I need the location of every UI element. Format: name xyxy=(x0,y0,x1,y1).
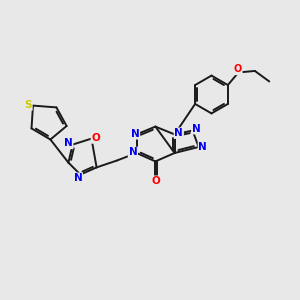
Text: N: N xyxy=(74,173,82,183)
Text: N: N xyxy=(174,128,183,138)
Text: N: N xyxy=(130,129,140,139)
Text: O: O xyxy=(152,176,160,186)
Text: N: N xyxy=(192,124,201,134)
Text: N: N xyxy=(198,142,207,152)
Text: O: O xyxy=(91,133,100,143)
Text: N: N xyxy=(128,147,137,158)
Text: N: N xyxy=(64,138,73,148)
Text: S: S xyxy=(25,100,32,110)
Text: O: O xyxy=(234,64,242,74)
